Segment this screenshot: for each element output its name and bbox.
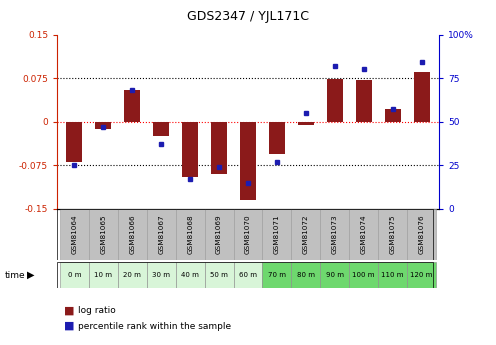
Text: GSM81070: GSM81070	[245, 215, 251, 254]
Bar	[153, 122, 169, 136]
Text: GSM81066: GSM81066	[129, 215, 135, 254]
Bar	[95, 122, 111, 129]
Bar	[118, 209, 147, 260]
Bar	[262, 209, 291, 260]
Text: GSM81074: GSM81074	[361, 215, 367, 254]
Bar	[118, 262, 147, 288]
Text: 0 m: 0 m	[67, 272, 81, 278]
Text: 60 m: 60 m	[239, 272, 257, 278]
Bar	[66, 122, 82, 162]
Bar	[356, 80, 372, 122]
Text: GSM81071: GSM81071	[274, 215, 280, 254]
Text: log ratio: log ratio	[78, 306, 116, 315]
Bar	[176, 209, 204, 260]
Bar	[378, 262, 407, 288]
Bar	[407, 262, 436, 288]
Text: ▶: ▶	[27, 270, 35, 280]
Bar	[204, 209, 234, 260]
Bar	[291, 209, 320, 260]
Text: 10 m: 10 m	[94, 272, 112, 278]
Bar	[291, 262, 320, 288]
Bar	[89, 209, 118, 260]
Text: GSM81073: GSM81073	[332, 215, 338, 254]
Text: 30 m: 30 m	[152, 272, 170, 278]
Bar	[234, 209, 262, 260]
Bar	[320, 262, 349, 288]
Text: percentile rank within the sample: percentile rank within the sample	[78, 322, 232, 331]
Bar	[234, 262, 262, 288]
Bar	[124, 90, 140, 122]
Text: 20 m: 20 m	[124, 272, 141, 278]
Text: GDS2347 / YJL171C: GDS2347 / YJL171C	[187, 10, 309, 23]
Bar	[407, 209, 436, 260]
Bar	[320, 209, 349, 260]
Bar	[60, 209, 89, 260]
Text: GSM81069: GSM81069	[216, 215, 222, 254]
Bar	[240, 122, 256, 200]
Text: 120 m: 120 m	[410, 272, 433, 278]
Text: GSM81064: GSM81064	[71, 215, 77, 254]
Text: ■: ■	[64, 321, 75, 331]
Text: GSM81072: GSM81072	[303, 215, 309, 254]
Text: 40 m: 40 m	[181, 272, 199, 278]
Bar	[176, 262, 204, 288]
Bar	[378, 209, 407, 260]
Bar	[211, 122, 227, 174]
Bar	[269, 122, 285, 154]
Text: 70 m: 70 m	[268, 272, 286, 278]
Text: GSM81068: GSM81068	[187, 215, 193, 254]
Text: GSM81065: GSM81065	[100, 215, 106, 254]
Bar	[349, 209, 378, 260]
Bar	[60, 262, 89, 288]
Bar	[327, 79, 343, 122]
Bar	[89, 262, 118, 288]
Bar	[298, 122, 314, 125]
Bar	[182, 122, 198, 177]
Text: GSM81076: GSM81076	[419, 215, 425, 254]
Bar	[147, 262, 176, 288]
Bar	[262, 262, 291, 288]
Text: GSM81067: GSM81067	[158, 215, 164, 254]
Text: ■: ■	[64, 306, 75, 315]
Bar	[385, 109, 401, 122]
Bar	[204, 262, 234, 288]
Bar	[349, 262, 378, 288]
Bar	[414, 72, 430, 122]
Text: 110 m: 110 m	[381, 272, 404, 278]
Text: 80 m: 80 m	[297, 272, 315, 278]
Text: GSM81075: GSM81075	[390, 215, 396, 254]
Text: 90 m: 90 m	[326, 272, 344, 278]
Bar	[147, 209, 176, 260]
Text: 100 m: 100 m	[353, 272, 375, 278]
Text: 50 m: 50 m	[210, 272, 228, 278]
Text: time: time	[5, 270, 26, 280]
